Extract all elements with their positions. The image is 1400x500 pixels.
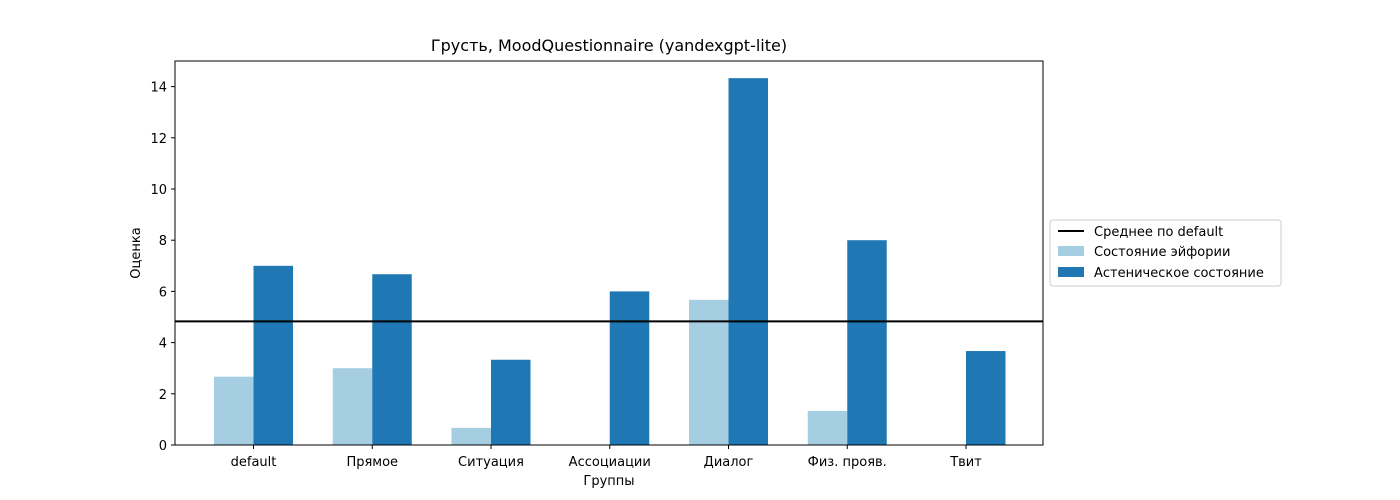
plot-frame [174,60,1044,446]
chart-title: Грусть, MoodQuestionnaire (yandexgpt-lit… [431,36,787,55]
legend-reference-line-label: Среднее по default [1094,225,1223,240]
y-axis: 0 2 4 6 8 10 12 14 [150,81,175,454]
y-tick-label: 14 [150,81,167,96]
bar-asthenic-2 [491,359,531,445]
y-tick-label: 8 [159,234,167,249]
bar-asthenic-5 [847,240,887,445]
bar-euphoria-2 [451,427,491,445]
x-axis-label: Группы [583,474,634,489]
y-tick-label: 12 [150,132,167,147]
legend-swatch-asthenic [1058,267,1084,277]
y-tick-label: 6 [159,285,167,300]
x-axis: default Прямое Ситуация Ассоциации Диалог Физ… [231,445,982,470]
legend-label-asthenic: Астеническое состояние [1094,266,1264,281]
bar-asthenic-3 [609,291,650,445]
bar-asthenic-4 [728,78,768,445]
x-tick-label: Диалог [704,455,754,470]
y-tick-label: 0 [159,439,167,454]
x-tick-label: Ассоциации [569,455,651,470]
x-tick-label: default [231,455,277,470]
y-tick-label: 4 [159,337,167,352]
bar-euphoria-4 [689,299,729,445]
y-tick-label: 2 [159,388,167,403]
bar-euphoria-5 [807,410,848,445]
x-tick-label: Физ. прояв. [808,455,887,470]
x-tick-label: Ситуация [458,455,524,470]
legend-label-euphoria: Состояние эйфории [1094,245,1230,260]
bar-euphoria-0 [214,376,254,445]
plot-area [175,78,1043,445]
bar-euphoria-1 [332,368,373,445]
bar-asthenic-1 [372,274,412,445]
x-tick-label: Прямое [346,455,398,470]
bar-asthenic-6 [966,351,1006,445]
legend-swatch-euphoria [1058,246,1084,256]
y-axis-label: Оценка [129,227,144,278]
x-tick-label: Твит [949,455,982,470]
legend: Среднее по default Состояние эйфории Аст… [1049,219,1282,287]
y-tick-label: 10 [150,183,167,198]
legend-box [1049,219,1282,287]
bar-asthenic-0 [253,265,293,445]
